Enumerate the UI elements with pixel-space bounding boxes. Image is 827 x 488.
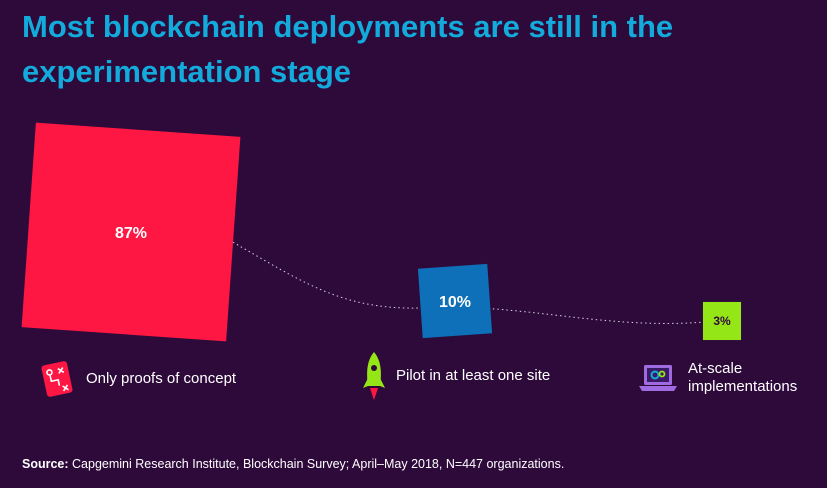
legend-item-proofs-of-concept: Only proofs of concept <box>38 360 236 398</box>
bar-3 <box>702 301 742 341</box>
bar-1 <box>21 122 241 342</box>
page-title: Most blockchain deployments are still in… <box>22 9 674 89</box>
flowchart-icon <box>41 361 73 397</box>
source-note: Source: Capgemini Research Institute, Bl… <box>22 457 564 471</box>
source-text: Capgemini Research Institute, Blockchain… <box>72 457 565 471</box>
data-label-1: 87% <box>115 225 147 242</box>
legend-label-proofs-of-concept: Only proofs of concept <box>86 370 237 387</box>
legend-label-pilot: Pilot in at least one site <box>396 367 551 384</box>
laptop-gears-icon <box>639 365 677 391</box>
data-label-2: 10% <box>439 294 471 311</box>
source-prefix: Source: <box>22 457 69 471</box>
rocket-icon <box>363 352 385 400</box>
bar-2 <box>417 263 493 339</box>
data-label-3: 3% <box>713 314 731 328</box>
legend-label-at-scale-line2: implementations <box>688 378 798 395</box>
legend-item-pilot: Pilot in at least one site <box>362 350 550 402</box>
legend-item-at-scale: At-scale implementations <box>638 360 797 396</box>
legend-label-at-scale-line1: At-scale <box>688 360 743 377</box>
